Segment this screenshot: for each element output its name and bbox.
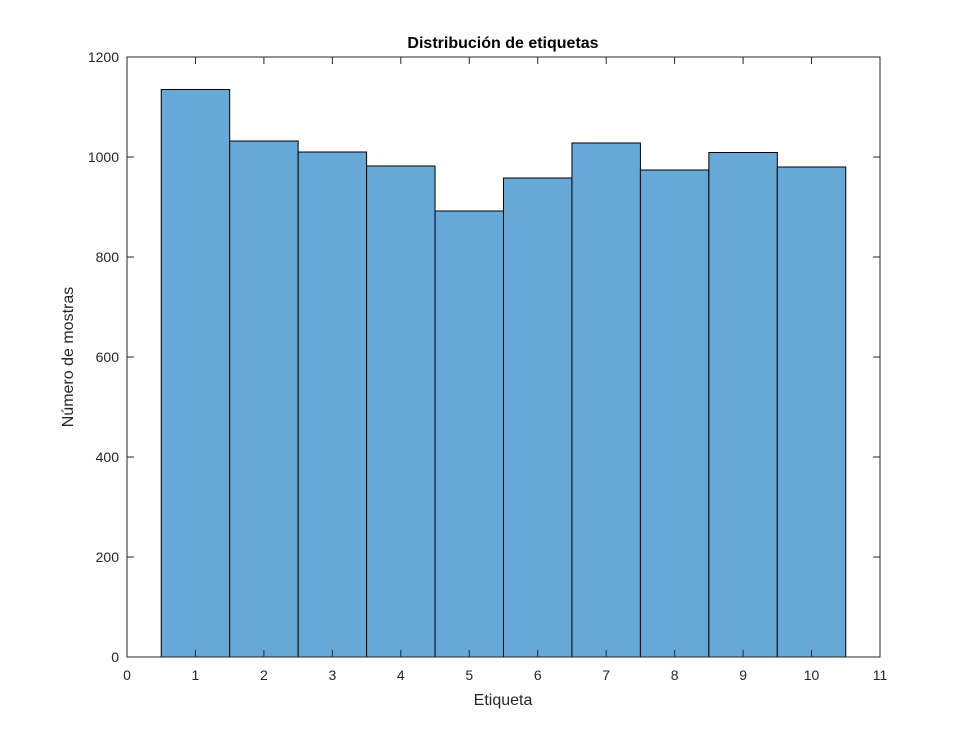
bar-2 <box>229 140 299 658</box>
x-tick-label: 10 <box>804 667 820 683</box>
y-tick-label: 1000 <box>88 149 119 165</box>
y-tick-label: 200 <box>96 549 120 565</box>
x-ticks-group: 0 1 2 3 4 5 6 7 8 9 10 11 <box>123 57 887 683</box>
y-ticks-group: 0 200 400 600 800 1000 1200 <box>88 49 880 665</box>
bar-10 <box>776 166 847 658</box>
y-tick-label: 600 <box>96 349 120 365</box>
x-tick-label: 6 <box>534 667 542 683</box>
bar-1 <box>160 89 231 658</box>
bars-group <box>160 89 847 658</box>
chart-title: Distribución de etiquetas <box>407 35 598 52</box>
x-tick-label: 3 <box>328 667 336 683</box>
bar-6 <box>503 177 573 658</box>
x-tick-label: 7 <box>602 667 610 683</box>
bar-9 <box>708 152 778 658</box>
bar-7 <box>571 142 641 658</box>
bar-5 <box>434 210 504 658</box>
x-tick-label: 0 <box>123 667 131 683</box>
y-axis-title: Número de mostras <box>60 287 77 428</box>
x-tick-label: 5 <box>465 667 473 683</box>
y-tick-label: 1200 <box>88 49 119 65</box>
x-axis-title: Etiqueta <box>474 692 533 709</box>
x-tick-label: 2 <box>260 667 268 683</box>
x-tick-label: 9 <box>739 667 747 683</box>
x-tick-label: 4 <box>397 667 405 683</box>
x-tick-label: 8 <box>671 667 679 683</box>
y-tick-label: 0 <box>111 649 119 665</box>
y-tick-label: 400 <box>96 449 120 465</box>
bar-4 <box>366 165 436 658</box>
x-tick-label: 11 <box>873 667 888 683</box>
bar-8 <box>639 169 710 658</box>
x-tick-label: 1 <box>192 667 200 683</box>
bar-3 <box>297 151 368 658</box>
y-tick-label: 800 <box>96 249 120 265</box>
